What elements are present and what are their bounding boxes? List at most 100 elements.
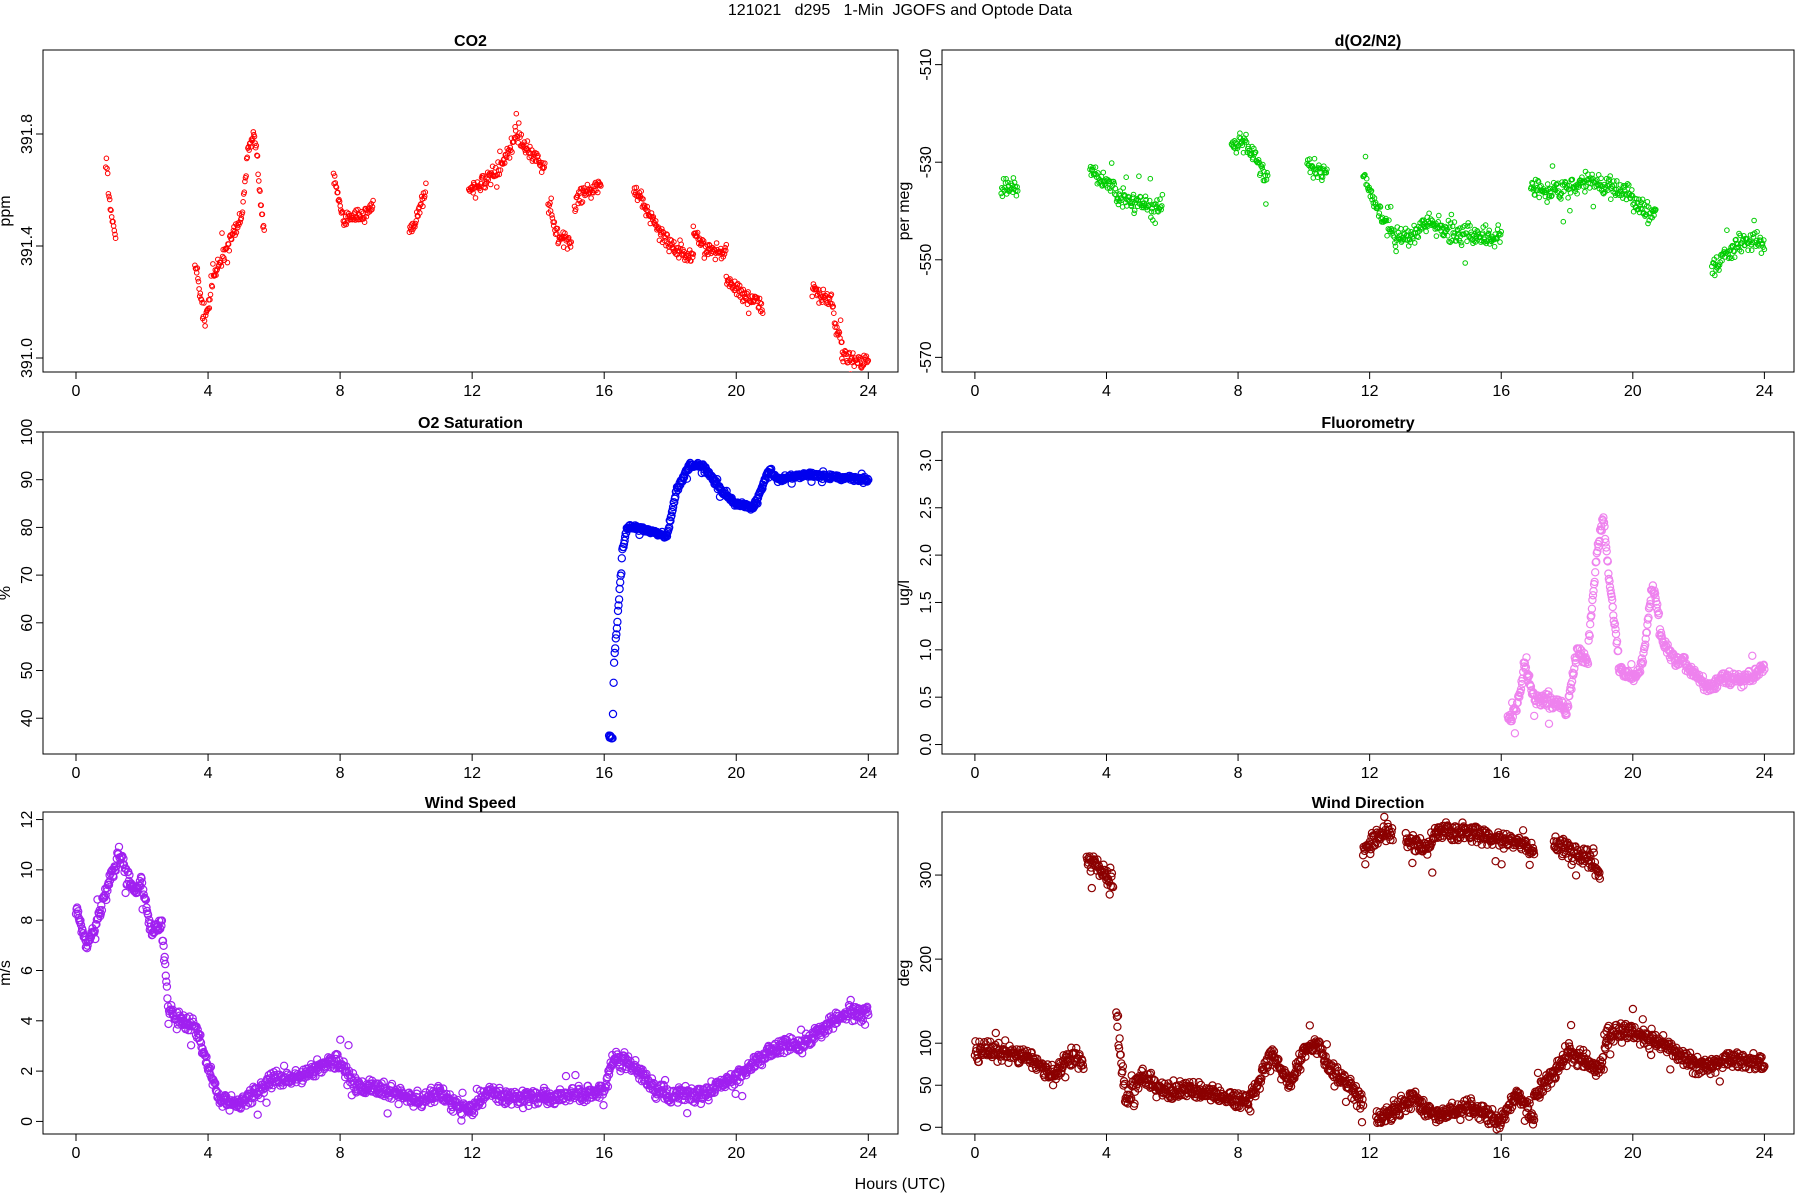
data-point bbox=[1341, 1097, 1351, 1107]
data-point bbox=[412, 220, 419, 227]
data-point bbox=[842, 1015, 851, 1024]
y-tick-label: 4 bbox=[19, 1016, 36, 1025]
data-point bbox=[497, 148, 503, 155]
y-tick-label: 3.0 bbox=[918, 449, 935, 471]
data-point bbox=[1716, 267, 1722, 273]
data-point bbox=[420, 203, 426, 210]
data-point bbox=[1322, 1040, 1332, 1049]
x-tick-label: 4 bbox=[1102, 1145, 1111, 1162]
data-point bbox=[1606, 176, 1612, 182]
data-point bbox=[1118, 1067, 1127, 1076]
data-point bbox=[705, 251, 711, 258]
data-point bbox=[195, 275, 201, 282]
data-point bbox=[1536, 194, 1542, 201]
x-tick-label: 0 bbox=[970, 383, 979, 400]
data-series bbox=[604, 458, 873, 743]
data-point bbox=[1414, 233, 1420, 240]
data-point bbox=[1104, 185, 1111, 191]
data-point bbox=[1361, 860, 1370, 869]
data-point bbox=[196, 286, 202, 292]
data-point bbox=[1120, 1079, 1129, 1089]
data-point bbox=[1264, 172, 1271, 179]
data-point bbox=[548, 195, 555, 202]
y-axis-label: per meg bbox=[896, 182, 913, 241]
data-point bbox=[434, 1081, 443, 1091]
data-point bbox=[1740, 236, 1746, 242]
data-point bbox=[1590, 568, 1600, 577]
x-tick-label: 24 bbox=[859, 1145, 877, 1162]
data-point bbox=[1147, 175, 1154, 182]
data-point bbox=[668, 502, 678, 512]
data-point bbox=[584, 181, 591, 188]
x-tick-label: 16 bbox=[595, 383, 613, 400]
y-tick-label: 300 bbox=[918, 862, 935, 889]
data-point bbox=[206, 1062, 216, 1072]
data-point bbox=[1451, 219, 1458, 225]
data-point bbox=[1256, 1077, 1266, 1087]
data-point bbox=[1072, 1043, 1081, 1053]
data-point bbox=[1645, 220, 1651, 227]
data-point bbox=[259, 211, 266, 218]
data-point bbox=[1562, 703, 1572, 712]
x-tick-label: 24 bbox=[1755, 765, 1773, 782]
data-point bbox=[1366, 849, 1375, 859]
data-point bbox=[1557, 192, 1564, 198]
data-point bbox=[863, 1007, 872, 1017]
data-point bbox=[1563, 702, 1573, 711]
data-point bbox=[1014, 188, 1021, 194]
data-point bbox=[1601, 181, 1607, 188]
data-point bbox=[241, 189, 248, 195]
data-point bbox=[1376, 210, 1383, 216]
data-point bbox=[1019, 1045, 1028, 1054]
x-tick-label: 16 bbox=[1492, 383, 1510, 400]
x-tick-label: 0 bbox=[970, 1145, 979, 1162]
x-tick-label: 12 bbox=[463, 383, 481, 400]
data-point bbox=[253, 142, 260, 149]
data-point bbox=[1426, 210, 1432, 217]
data-point bbox=[722, 244, 728, 251]
data-point bbox=[202, 1052, 211, 1062]
data-point bbox=[1583, 659, 1593, 669]
data-point bbox=[1095, 170, 1101, 176]
data-point bbox=[1208, 1081, 1217, 1090]
data-point bbox=[1010, 189, 1016, 195]
data-point bbox=[1057, 1067, 1066, 1076]
data-point bbox=[1056, 1059, 1065, 1068]
data-point bbox=[1252, 149, 1259, 155]
data-point bbox=[1101, 181, 1108, 188]
data-point bbox=[796, 1025, 806, 1034]
data-point bbox=[1112, 185, 1119, 192]
data-point bbox=[993, 1057, 1002, 1067]
data-point bbox=[624, 1052, 633, 1061]
data-point bbox=[1600, 534, 1610, 544]
data-point bbox=[826, 296, 833, 302]
data-point bbox=[1263, 201, 1269, 207]
x-tick-label: 24 bbox=[1755, 1145, 1773, 1162]
data-point bbox=[493, 172, 500, 179]
data-point bbox=[848, 371, 853, 372]
data-point bbox=[333, 184, 340, 191]
data-point bbox=[682, 474, 692, 483]
data-point bbox=[1099, 860, 1108, 869]
data-point bbox=[608, 709, 618, 719]
data-point bbox=[1544, 687, 1553, 696]
data-point bbox=[611, 634, 621, 643]
data-point bbox=[1123, 174, 1129, 180]
data-point bbox=[1653, 607, 1663, 616]
data-point bbox=[1390, 227, 1397, 233]
data-point bbox=[1599, 513, 1608, 522]
data-point bbox=[1411, 240, 1418, 246]
data-point bbox=[139, 890, 148, 899]
data-point bbox=[236, 211, 243, 217]
data-point bbox=[980, 1037, 989, 1047]
data-point bbox=[363, 213, 370, 220]
data-point bbox=[1569, 176, 1576, 183]
data-point bbox=[999, 193, 1006, 200]
data-point bbox=[1254, 1075, 1264, 1085]
data-point bbox=[1595, 536, 1604, 546]
data-point bbox=[1608, 602, 1617, 612]
data-point bbox=[562, 230, 568, 236]
y-tick-label: 100 bbox=[19, 419, 36, 446]
data-point bbox=[1605, 577, 1614, 586]
data-point bbox=[1534, 185, 1540, 191]
